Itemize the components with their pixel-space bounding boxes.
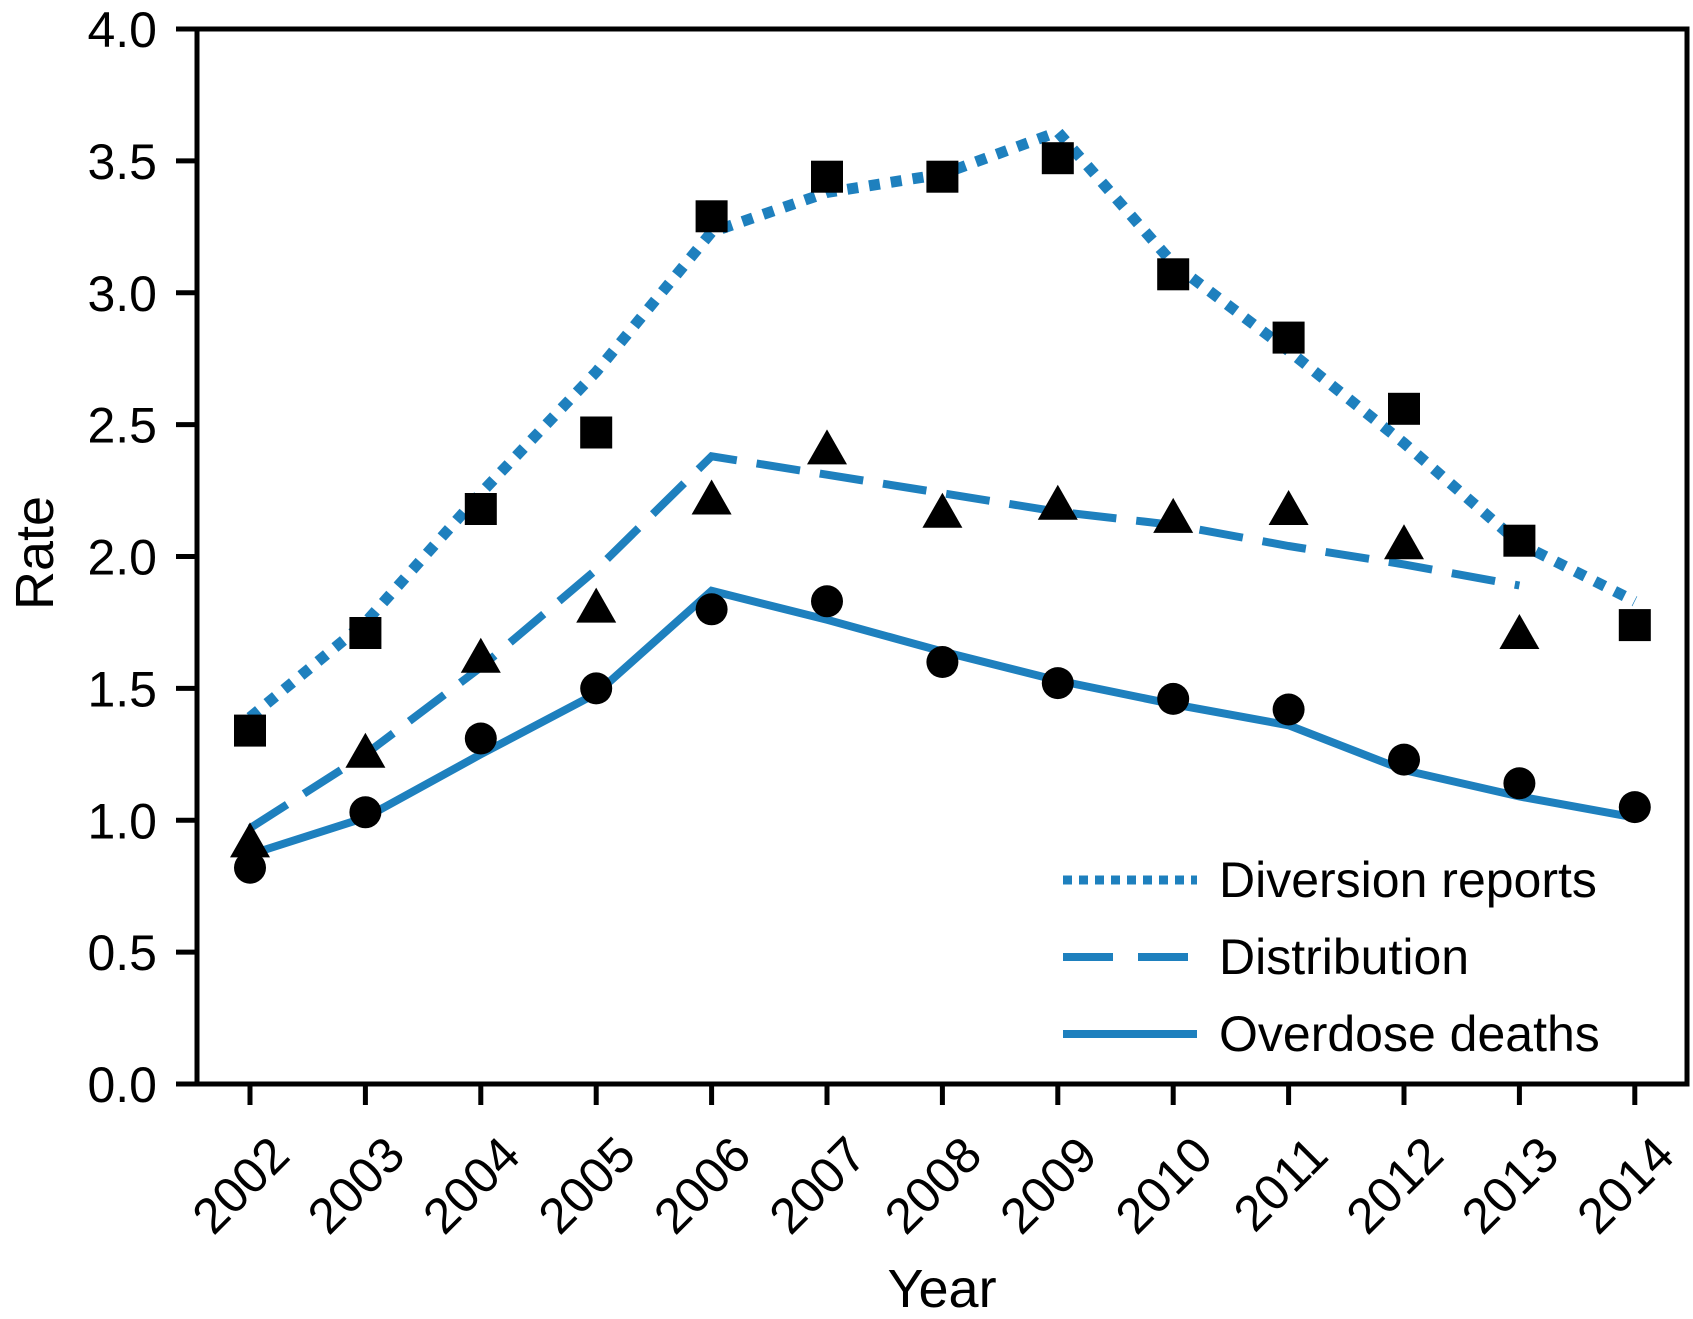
legend-item-diversion-reports: Diversion reports <box>1063 841 1600 918</box>
y-axis-ticks: 0.0 0.5 1.0 1.5 2.0 2.5 3.0 3.5 4.0 <box>87 2 197 1113</box>
legend-item-distribution: Distribution <box>1063 918 1600 995</box>
triangle-marker <box>1384 524 1424 560</box>
legend-label: Distribution <box>1219 928 1470 985</box>
legend-swatch-dotted-line-icon <box>1063 875 1197 884</box>
triangle-marker <box>345 732 386 768</box>
y-tick-label: 1.5 <box>87 661 157 717</box>
series-markers-overdose-deaths <box>234 585 1651 884</box>
x-tick-label: 2010 <box>1105 1126 1223 1244</box>
circle-marker <box>1041 667 1074 700</box>
series-markers-distribution <box>230 429 1540 858</box>
square-marker <box>695 200 728 233</box>
circle-marker <box>811 585 843 618</box>
square-marker <box>1388 392 1420 425</box>
circle-marker <box>234 851 266 884</box>
triangle-marker <box>1499 614 1540 649</box>
triangle-marker <box>1153 497 1194 533</box>
circle-marker <box>464 722 497 755</box>
square-marker <box>234 714 266 747</box>
circle-marker <box>1503 767 1536 800</box>
triangle-marker <box>230 822 270 858</box>
x-tick-label: 2008 <box>874 1126 992 1244</box>
legend-swatch-dashed-line-icon <box>1063 952 1197 961</box>
legend: Diversion reports Distribution Overdose … <box>1063 841 1600 1072</box>
triangle-marker <box>1037 484 1078 520</box>
triangle-marker <box>922 492 963 528</box>
triangle-marker <box>1268 490 1309 525</box>
circle-marker <box>1157 682 1190 715</box>
square-marker <box>1041 142 1074 175</box>
square-marker <box>1157 258 1190 291</box>
x-tick-label: 2006 <box>643 1126 761 1244</box>
square-marker <box>926 160 959 193</box>
triangle-marker <box>460 637 501 673</box>
triangle-marker <box>807 429 847 465</box>
y-tick-label: 2.5 <box>87 398 157 454</box>
circle-marker <box>1272 693 1305 726</box>
legend-item-overdose-deaths: Overdose deaths <box>1063 995 1600 1072</box>
x-tick-label: 2002 <box>182 1126 300 1244</box>
y-tick-label: 3.5 <box>87 134 157 190</box>
square-marker <box>1503 524 1536 557</box>
x-tick-label: 2014 <box>1566 1126 1684 1244</box>
x-tick-label: 2004 <box>412 1126 530 1244</box>
x-tick-label: 2011 <box>1223 1126 1339 1242</box>
square-marker <box>349 617 382 649</box>
triangle-marker <box>576 587 617 623</box>
series-line-distribution <box>247 452 1521 832</box>
y-tick-label: 4.0 <box>87 2 157 58</box>
legend-label: Diversion reports <box>1219 851 1597 908</box>
legend-label: Overdose deaths <box>1219 1005 1600 1062</box>
y-tick-label: 0.5 <box>87 925 157 981</box>
square-marker <box>1618 609 1651 642</box>
y-tick-label: 1.0 <box>87 793 157 849</box>
y-axis-title: Rate <box>5 495 65 611</box>
circle-marker <box>349 796 382 829</box>
x-tick-label: 2003 <box>297 1126 415 1244</box>
circle-marker <box>580 672 613 705</box>
square-marker <box>580 416 613 449</box>
x-tick-label: 2009 <box>989 1126 1107 1244</box>
x-tick-label: 2012 <box>1336 1126 1454 1244</box>
square-marker <box>1272 321 1305 354</box>
circle-marker <box>1618 791 1651 824</box>
x-axis-title: Year <box>887 1259 997 1319</box>
x-tick-label: 2007 <box>759 1126 877 1244</box>
triangle-marker <box>691 479 732 515</box>
y-tick-label: 3.0 <box>87 266 157 322</box>
square-marker <box>811 160 843 193</box>
y-tick-label: 0.0 <box>87 1057 157 1113</box>
series-markers-diversion-reports <box>234 142 1651 747</box>
series-line-diversion-reports <box>246 125 1638 722</box>
series-line-overdose-deaths <box>248 586 1636 859</box>
y-tick-label: 2.0 <box>87 530 157 586</box>
x-tick-label: 2013 <box>1451 1126 1569 1244</box>
circle-marker <box>695 593 728 626</box>
legend-swatch-solid-line-icon <box>1063 1029 1197 1038</box>
x-tick-label: 2005 <box>528 1126 646 1244</box>
square-marker <box>464 493 497 525</box>
circle-marker <box>1388 743 1420 776</box>
circle-marker <box>926 646 959 678</box>
